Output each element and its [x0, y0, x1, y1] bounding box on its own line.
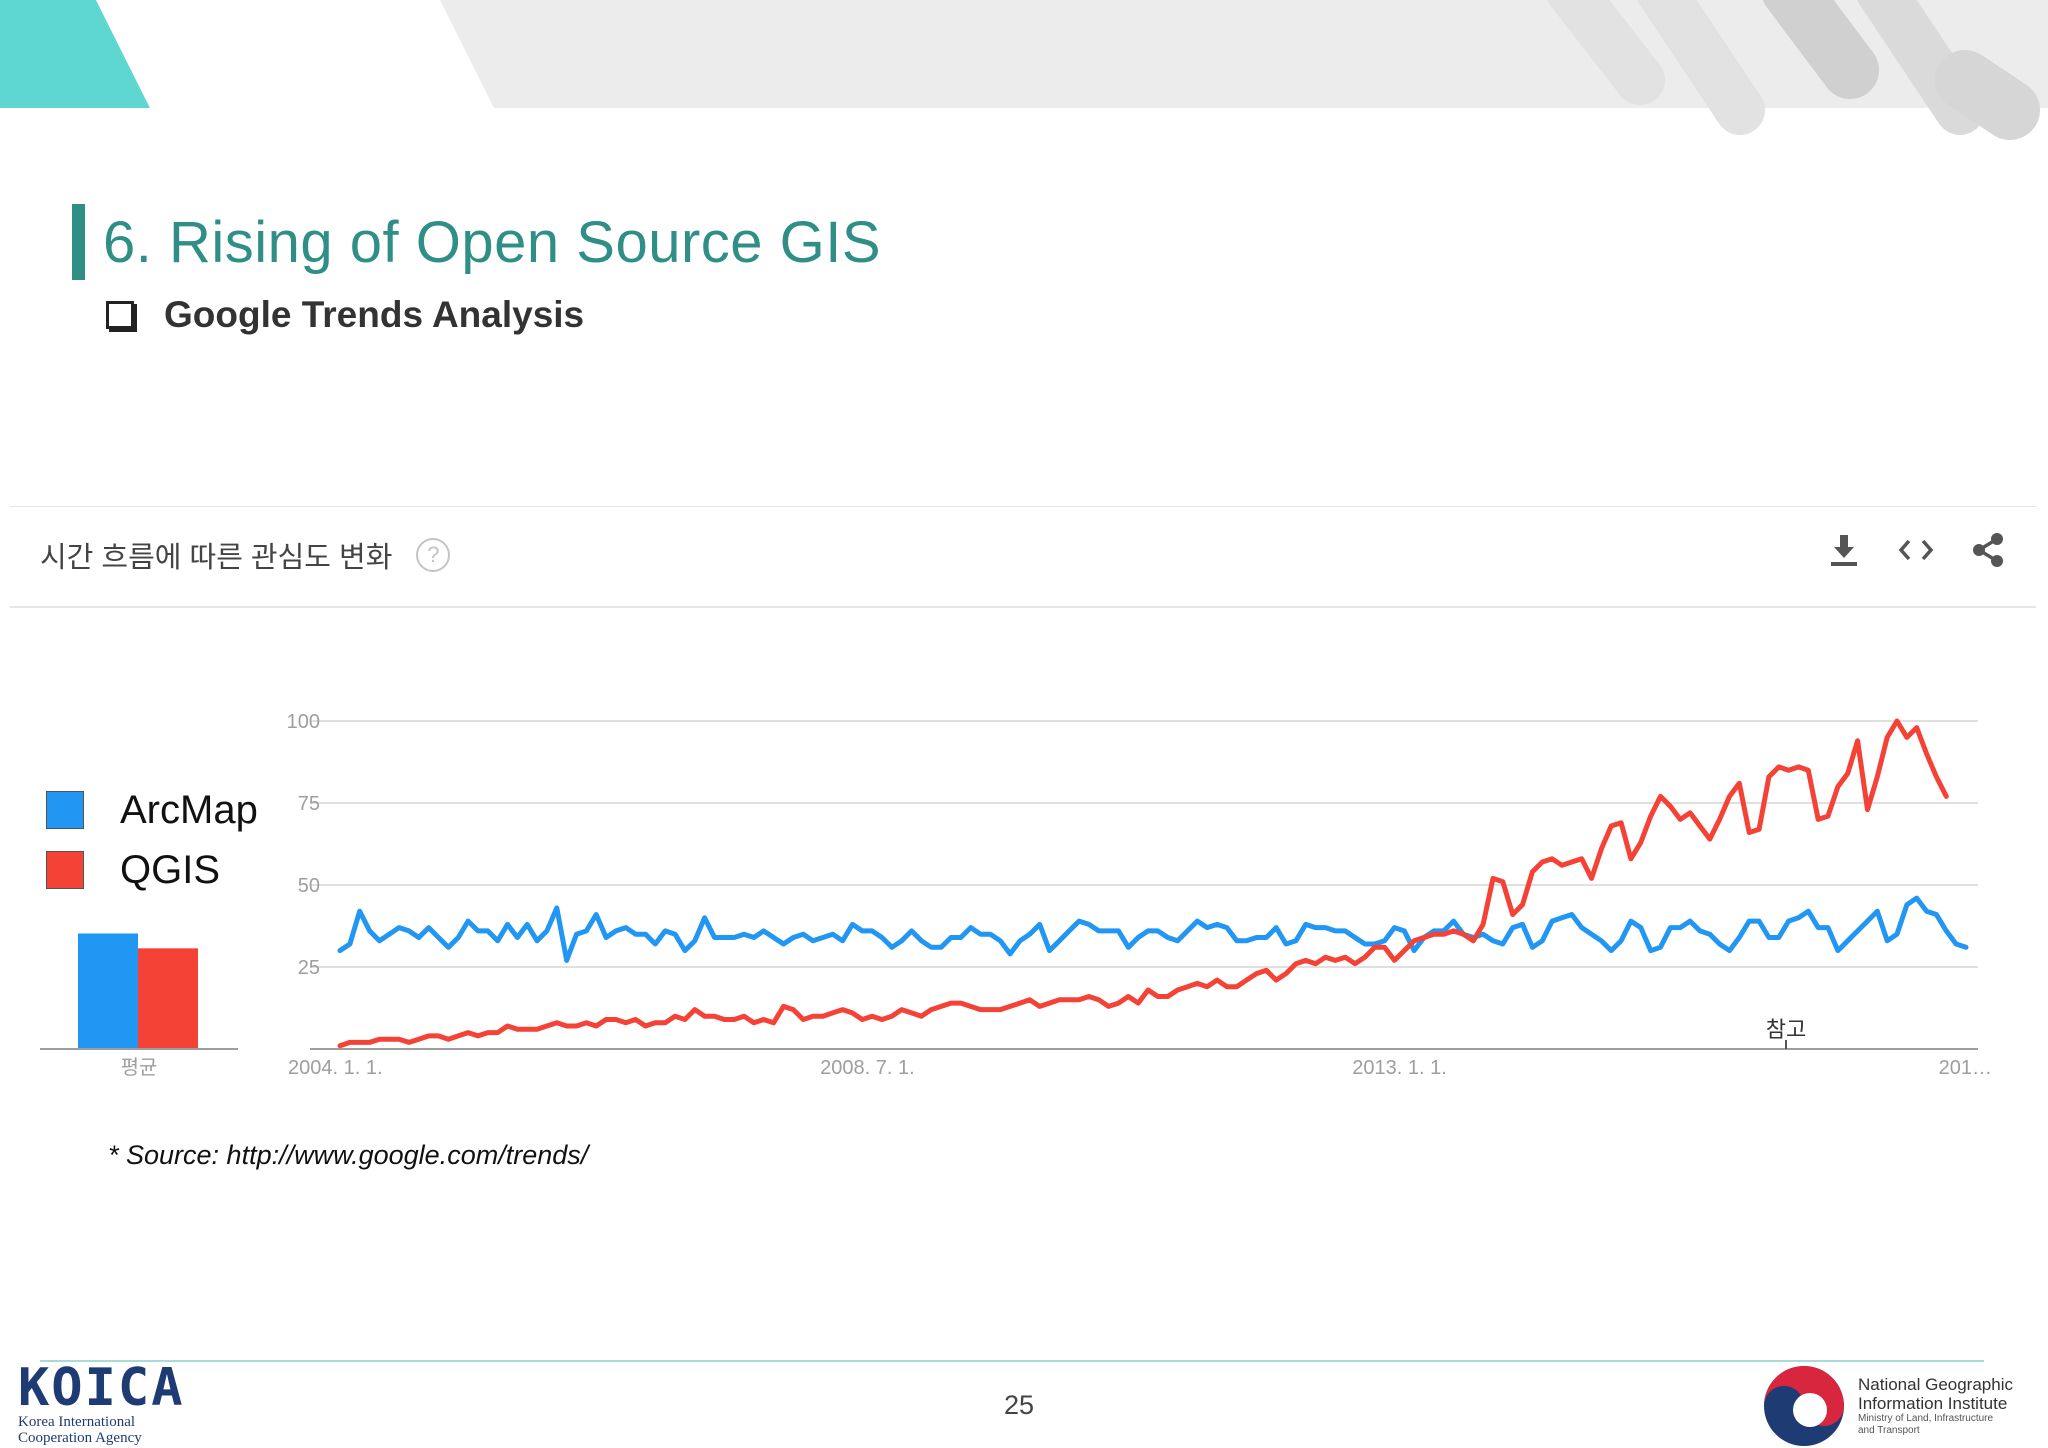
panel-header: 시간 흐름에 따른 관심도 변화 ?	[40, 534, 451, 576]
trends-panel: 시간 흐름에 따른 관심도 변화 ?	[10, 506, 2036, 1109]
embed-icon[interactable]	[1898, 532, 1934, 568]
ngii-logo: National Geographic Information Institut…	[1762, 1364, 2013, 1448]
header-teal-shape	[0, 0, 150, 108]
footer-divider	[40, 1360, 1984, 1362]
slide-title-block: 6. Rising of Open Source GIS	[72, 204, 881, 280]
average-label: 평균	[121, 1055, 158, 1079]
slide-subtitle-block: Google Trends Analysis	[106, 294, 584, 336]
source-note: * Source: http://www.google.com/trends/	[108, 1140, 589, 1170]
panel-toolbar	[1826, 532, 2006, 568]
average-bar-arcmap	[78, 933, 138, 1049]
page-number: 25	[1004, 1390, 1035, 1420]
koica-logo: KOICA Korea International Cooperation Age…	[18, 1358, 185, 1446]
legend-label: QGIS	[120, 847, 221, 892]
legend-item-qgis[interactable]: QGIS	[46, 840, 258, 900]
header-stripe	[1637, 0, 1765, 135]
legend-swatch	[46, 791, 84, 829]
x-tick-label: 2004. 1. 1.	[288, 1057, 383, 1079]
header-white-shape	[96, 0, 494, 108]
x-tick-label: 201…	[1939, 1057, 1992, 1079]
chart-legend: ArcMap QGIS	[46, 780, 258, 900]
checkbox-bullet-icon	[106, 301, 134, 329]
share-icon[interactable]	[1970, 532, 2006, 568]
y-tick-label: 50	[298, 875, 320, 897]
panel-title: 시간 흐름에 따른 관심도 변화	[40, 542, 393, 574]
legend-item-arcmap[interactable]: ArcMap	[46, 780, 258, 840]
slide-subtitle: Google Trends Analysis	[164, 294, 585, 335]
header-stripe	[1935, 50, 2040, 140]
help-icon[interactable]: ?	[416, 538, 451, 572]
series-line-qgis	[337, 718, 1949, 1049]
y-tick-label: 25	[298, 957, 320, 979]
taegeuk-icon	[1764, 1366, 1844, 1446]
x-tick-label: 2013. 1. 1.	[1352, 1057, 1447, 1079]
slide-title: 6. Rising of Open Source GIS	[103, 209, 882, 275]
legend-swatch	[46, 851, 84, 889]
y-tick-label: 75	[298, 793, 320, 815]
title-accent-bar	[72, 204, 85, 280]
series-line-arcmap	[337, 895, 1969, 963]
note-label[interactable]: 참고	[1766, 1018, 1806, 1043]
panel-top-divider	[10, 506, 2036, 507]
legend-label: ArcMap	[120, 787, 258, 832]
y-tick-label: 100	[287, 711, 320, 733]
x-tick-label: 2008. 7. 1.	[820, 1057, 915, 1079]
download-icon[interactable]	[1826, 532, 1862, 568]
panel-header-divider	[10, 606, 2036, 608]
average-bar-qgis	[138, 948, 198, 1049]
header-stripe	[1547, 0, 1665, 105]
header-stripe	[1763, 0, 1879, 99]
